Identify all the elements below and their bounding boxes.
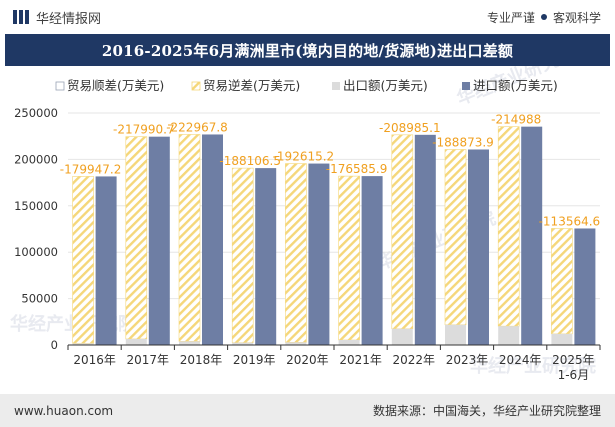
x-tick-label: 2016年 <box>73 353 116 367</box>
x-tick-label-line: 2025年 <box>552 353 595 367</box>
y-tick-label: 0 <box>51 338 58 352</box>
footer-url: www.huaon.com <box>14 403 114 418</box>
deficit-data-label: -214988 <box>491 113 541 127</box>
export-bar <box>72 343 94 345</box>
deficit-data-label: -217990.7 <box>113 123 175 137</box>
deficit-data-label: -179947.2 <box>60 162 122 176</box>
deficit-bar <box>391 134 414 330</box>
deficit-bar <box>444 149 467 326</box>
import-bar <box>414 134 436 345</box>
x-tick-label-line: 2024年 <box>499 353 542 367</box>
deficit-data-label: -176585.9 <box>326 162 388 176</box>
import-bar <box>308 163 330 345</box>
brand-logo-icon <box>13 10 29 24</box>
import-bar <box>95 176 117 345</box>
brand-name: 华经情报网 <box>36 11 102 27</box>
import-bar <box>361 176 383 345</box>
x-tick-label: 2018年 <box>180 353 223 367</box>
deficit-bar <box>178 134 201 342</box>
x-tick-label-line: 2019年 <box>233 353 276 367</box>
legend: 贸易顺差(万美元) 贸易逆差(万美元) 出口额(万美元) 进口额(万美元) <box>55 78 558 93</box>
export-bar <box>391 328 413 345</box>
import-bar <box>574 228 596 345</box>
y-tick-label: 150000 <box>14 199 58 213</box>
export-bar <box>551 333 573 345</box>
x-tick-label-line: 2022年 <box>393 353 436 367</box>
chart: 华经产业研究院华经产业研究院华经产业研究院华经产业研究院 贸易顺差(万美元)贸易… <box>10 66 601 382</box>
import-bar <box>521 126 543 345</box>
export-bar <box>232 342 254 345</box>
import-bar <box>468 149 489 345</box>
deficit-bar <box>338 175 360 341</box>
legend-label: 进口额(万美元) <box>473 78 558 93</box>
tagline: 专业严谨 客观科学 <box>487 9 601 26</box>
grid <box>68 112 600 300</box>
chart-title: 2016-2025年6月满洲里市(境内目的地/货源地)进出口差额 <box>101 41 514 60</box>
deficit-bar <box>72 176 94 344</box>
x-tick-label: 2021年 <box>339 353 382 367</box>
deficit-data-label: -222967.8 <box>166 120 228 134</box>
x-tick-label: 2020年 <box>286 353 329 367</box>
legend-swatch <box>462 82 470 90</box>
deficit-bar <box>551 228 573 335</box>
x-tick-label: 2025年 1-6月 <box>552 353 595 382</box>
deficit-data-label: -192615.2 <box>273 150 335 164</box>
deficit-data-label: -188873.9 <box>432 135 494 149</box>
x-tick-label-line: 2023年 <box>446 353 489 367</box>
legend-swatch <box>191 81 201 91</box>
title-bar: 2016-2025年6月满洲里市(境内目的地/货源地)进出口差额 <box>5 34 610 66</box>
x-tick-label: 2017年 <box>127 353 170 367</box>
tagline-separator-dot-icon <box>540 14 547 20</box>
legend-label: 贸易逆差(万美元) <box>203 78 300 93</box>
export-bar <box>445 324 466 345</box>
y-tick-label: 50000 <box>21 292 58 306</box>
data-labels: -179947.2 -217990.7-222967.8 -188106.5-192… <box>60 113 600 229</box>
deficit-data-label: -208985.1 <box>379 121 441 135</box>
y-tick-label: 250000 <box>14 106 58 120</box>
deficit-data-label: -188106.5 <box>219 154 281 168</box>
bars <box>72 126 596 345</box>
footer: www.huaon.com 数据来源：中国海关，华经产业研究院整理 <box>0 394 615 427</box>
y-tick-label: 100000 <box>14 245 58 259</box>
legend-label: 贸易顺差(万美元) <box>67 78 164 93</box>
export-bar <box>285 342 307 345</box>
export-bar <box>338 339 360 345</box>
watermark-text: 华经产业研究院 <box>470 355 596 377</box>
x-tick-label: 2019年 <box>233 353 276 367</box>
deficit-bar <box>231 167 254 343</box>
x-tick-label-line: 2021年 <box>339 353 382 367</box>
import-bar <box>255 168 277 345</box>
brand: 华经情报网 <box>12 8 101 27</box>
x-tick-label: 2022年 <box>393 353 436 367</box>
export-bar <box>498 326 520 345</box>
deficit-data-label: -113564.6 <box>539 214 601 228</box>
x-tick-label-line: 2016年 <box>73 353 116 367</box>
x-tick-label: 2023年 <box>446 353 489 367</box>
import-bar <box>148 136 170 345</box>
deficit-bar <box>497 126 520 327</box>
y-tick-label: 200000 <box>14 152 58 166</box>
deficit-bar <box>285 163 307 343</box>
x-tick-label-line: 2017年 <box>127 353 170 367</box>
export-bar <box>125 338 147 345</box>
y-axis: 0 50000 100000 150000 200000 250000 <box>14 106 58 352</box>
tagline-left: 专业严谨 <box>486 10 535 25</box>
import-bar <box>202 134 223 345</box>
deficit-bar <box>125 136 148 340</box>
x-axis: 2016年 2017年 2018年 2019年 2020年 2021年 2022年 2023年… <box>67 344 601 382</box>
tagline-right: 客观科学 <box>552 10 601 25</box>
legend-swatch <box>55 81 65 91</box>
export-bar <box>179 341 200 345</box>
x-tick-label-line: 2020年 <box>286 353 329 367</box>
top-bar: 华经情报网 专业严谨 客观科学 <box>0 0 615 34</box>
legend-swatch <box>332 82 340 90</box>
x-tick-label-line: 2018年 <box>180 353 223 367</box>
legend-label: 出口额(万美元) <box>343 78 428 93</box>
footer-source: 数据来源：中国海关，华经产业研究院整理 <box>372 404 601 418</box>
x-tick-label-line: 1-6月 <box>558 368 590 382</box>
x-tick-label: 2024年 <box>499 353 542 367</box>
